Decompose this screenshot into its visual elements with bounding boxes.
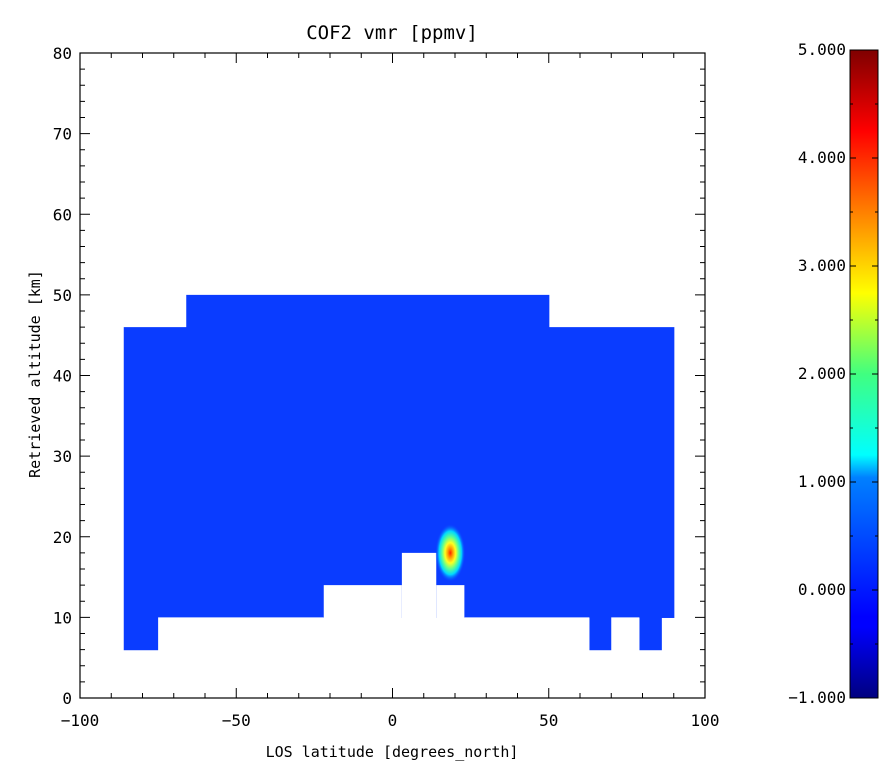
heatmap-cell-7 <box>589 617 612 651</box>
gap-cell-5 <box>611 617 640 698</box>
x-tick-label: −50 <box>222 711 251 730</box>
colorbar-tick-label: −1.000 <box>788 688 846 707</box>
y-tick-label: 10 <box>53 608 72 627</box>
heatmap-cell-0 <box>123 327 187 651</box>
colorbar-tick-label: 0.000 <box>798 580 846 599</box>
x-tick-label: 0 <box>388 711 398 730</box>
colorbar-tick-label: 4.000 <box>798 148 846 167</box>
y-tick-label: 60 <box>53 205 72 224</box>
heatmap-cell-8 <box>639 617 662 651</box>
x-tick-label: 100 <box>691 711 720 730</box>
heatmap-cell-1 <box>186 294 550 618</box>
colorbar-tick-label: 1.000 <box>798 472 846 491</box>
heatmap-field <box>123 294 675 651</box>
colorbar-tick-label: 5.000 <box>798 40 846 59</box>
y-tick-label: 80 <box>53 44 72 63</box>
gap-cell-4 <box>464 617 590 698</box>
y-axis-label: Retrieved altitude [km] <box>26 270 44 478</box>
x-axis-label: LOS latitude [degrees_north] <box>266 743 519 761</box>
gap-cell-2 <box>401 552 437 698</box>
gap-cell-3 <box>436 585 465 698</box>
colorbar-tick-label: 3.000 <box>798 256 846 275</box>
colorbar-ticks: −1.000 0.000 1.000 2.000 3.000 4.000 5.000 <box>788 40 878 707</box>
y-tick-label: 50 <box>53 286 72 305</box>
axis-ticks: −100 −50 0 50 100 0 10 20 30 40 50 60 70 80 <box>53 44 720 730</box>
x-tick-label: −100 <box>61 711 100 730</box>
colorbar-tick-label: 2.000 <box>798 364 846 383</box>
gap-cell-1 <box>323 585 402 698</box>
hotspot-peak <box>435 523 466 582</box>
missing-data-gaps <box>158 552 640 698</box>
y-tick-label: 30 <box>53 447 72 466</box>
gap-cell-0 <box>158 617 324 698</box>
y-tick-label: 20 <box>53 528 72 547</box>
y-tick-label: 70 <box>53 125 72 144</box>
x-tick-label: 50 <box>539 711 558 730</box>
y-tick-label: 0 <box>62 689 72 708</box>
chart-title: COF2 vmr [ppmv] <box>306 22 478 44</box>
heatmap-cell-2 <box>548 327 675 618</box>
y-tick-label: 40 <box>53 367 72 386</box>
